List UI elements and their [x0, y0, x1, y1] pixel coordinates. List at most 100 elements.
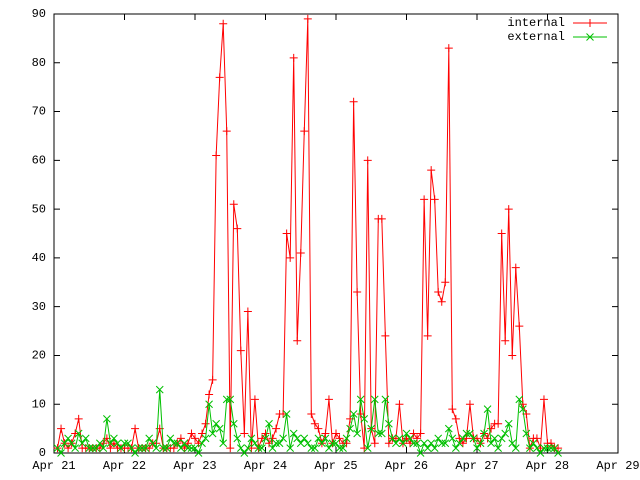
data-point: [515, 322, 524, 331]
data-point: [106, 444, 115, 453]
y-tick-label: 80: [32, 56, 46, 70]
data-point: [131, 424, 140, 433]
data-point: [162, 444, 171, 452]
data-point: [522, 429, 531, 438]
data-point: [205, 400, 213, 409]
data-point: [110, 434, 118, 443]
data-point: [289, 53, 298, 62]
x-tick-label: Apr 24: [244, 459, 287, 473]
data-point: [324, 395, 333, 404]
data-point: [518, 405, 527, 413]
data-point: [547, 439, 556, 448]
data-point: [325, 444, 333, 452]
data-point: [226, 395, 235, 404]
data-point: [286, 253, 295, 262]
data-point: [215, 424, 224, 433]
data-point: [180, 444, 189, 453]
data-point: [233, 224, 242, 233]
data-point: [201, 419, 210, 428]
data-point: [296, 439, 305, 448]
y-tick-label: 60: [32, 154, 46, 168]
data-point: [74, 429, 83, 438]
data-point: [152, 444, 161, 452]
data-point: [282, 410, 291, 418]
plot-frame: [53, 13, 619, 454]
data-point: [473, 444, 481, 452]
data-point: [198, 429, 207, 438]
data-point: [127, 444, 136, 452]
series-line: [57, 18, 559, 450]
data-point: [95, 444, 104, 453]
data-point: [536, 449, 545, 457]
data-point: [219, 439, 228, 448]
data-point: [430, 444, 439, 452]
x-tick-label: Apr 28: [526, 459, 569, 473]
data-point: [511, 263, 520, 272]
data-point: [109, 439, 118, 448]
data-point: [85, 444, 94, 452]
data-point: [335, 444, 344, 452]
data-point: [363, 156, 372, 165]
x-tick-label: Apr 27: [455, 459, 498, 473]
data-point: [367, 424, 376, 433]
y-tick-label: 0: [39, 446, 46, 460]
data-point: [303, 439, 312, 448]
data-point: [268, 434, 277, 443]
data-point: [402, 429, 411, 438]
data-point: [441, 439, 450, 448]
data-point: [423, 331, 432, 340]
data-point: [430, 195, 439, 204]
data-point: [268, 444, 277, 452]
data-point: [420, 439, 428, 448]
data-point: [64, 444, 73, 453]
data-point: [423, 444, 432, 452]
data-point: [437, 297, 446, 306]
data-point: [444, 424, 453, 433]
data-point: [321, 434, 330, 443]
data-point: [53, 444, 62, 452]
data-point: [184, 444, 192, 452]
data-point: [191, 434, 199, 443]
data-point: [342, 434, 351, 443]
data-point: [363, 444, 372, 452]
data-point: [353, 288, 362, 297]
data-point: [229, 200, 238, 209]
data-point: [416, 429, 425, 438]
data-point: [497, 434, 506, 443]
data-point: [314, 424, 323, 433]
x-tick-label: Apr 25: [314, 459, 357, 473]
data-point: [406, 434, 414, 443]
data-point: [120, 439, 129, 448]
x-tick-label: Apr 26: [385, 459, 428, 473]
data-point: [247, 444, 256, 453]
data-point: [148, 439, 157, 448]
data-point: [434, 288, 443, 297]
data-point: [71, 444, 80, 452]
data-point: [251, 439, 259, 448]
data-point: [360, 444, 369, 453]
data-point: [427, 439, 436, 448]
data-point: [377, 214, 386, 223]
data-point: [117, 444, 125, 452]
data-point: [205, 390, 214, 399]
data-point: [81, 434, 90, 443]
data-point: [286, 444, 295, 452]
data-point: [494, 419, 503, 428]
data-point: [318, 439, 326, 448]
data-point: [487, 439, 495, 448]
data-point: [212, 151, 221, 160]
data-point: [385, 419, 393, 428]
data-point: [332, 429, 340, 438]
data-point: [208, 375, 217, 384]
data-point: [511, 444, 520, 452]
data-point: [339, 444, 347, 452]
data-point: [451, 444, 460, 452]
data-point: [67, 439, 76, 448]
data-point: [261, 434, 270, 443]
data-point: [191, 444, 199, 452]
data-point: [388, 434, 397, 443]
x-tick-label: Apr 21: [32, 459, 75, 473]
data-point: [391, 434, 400, 443]
data-point: [360, 415, 369, 423]
